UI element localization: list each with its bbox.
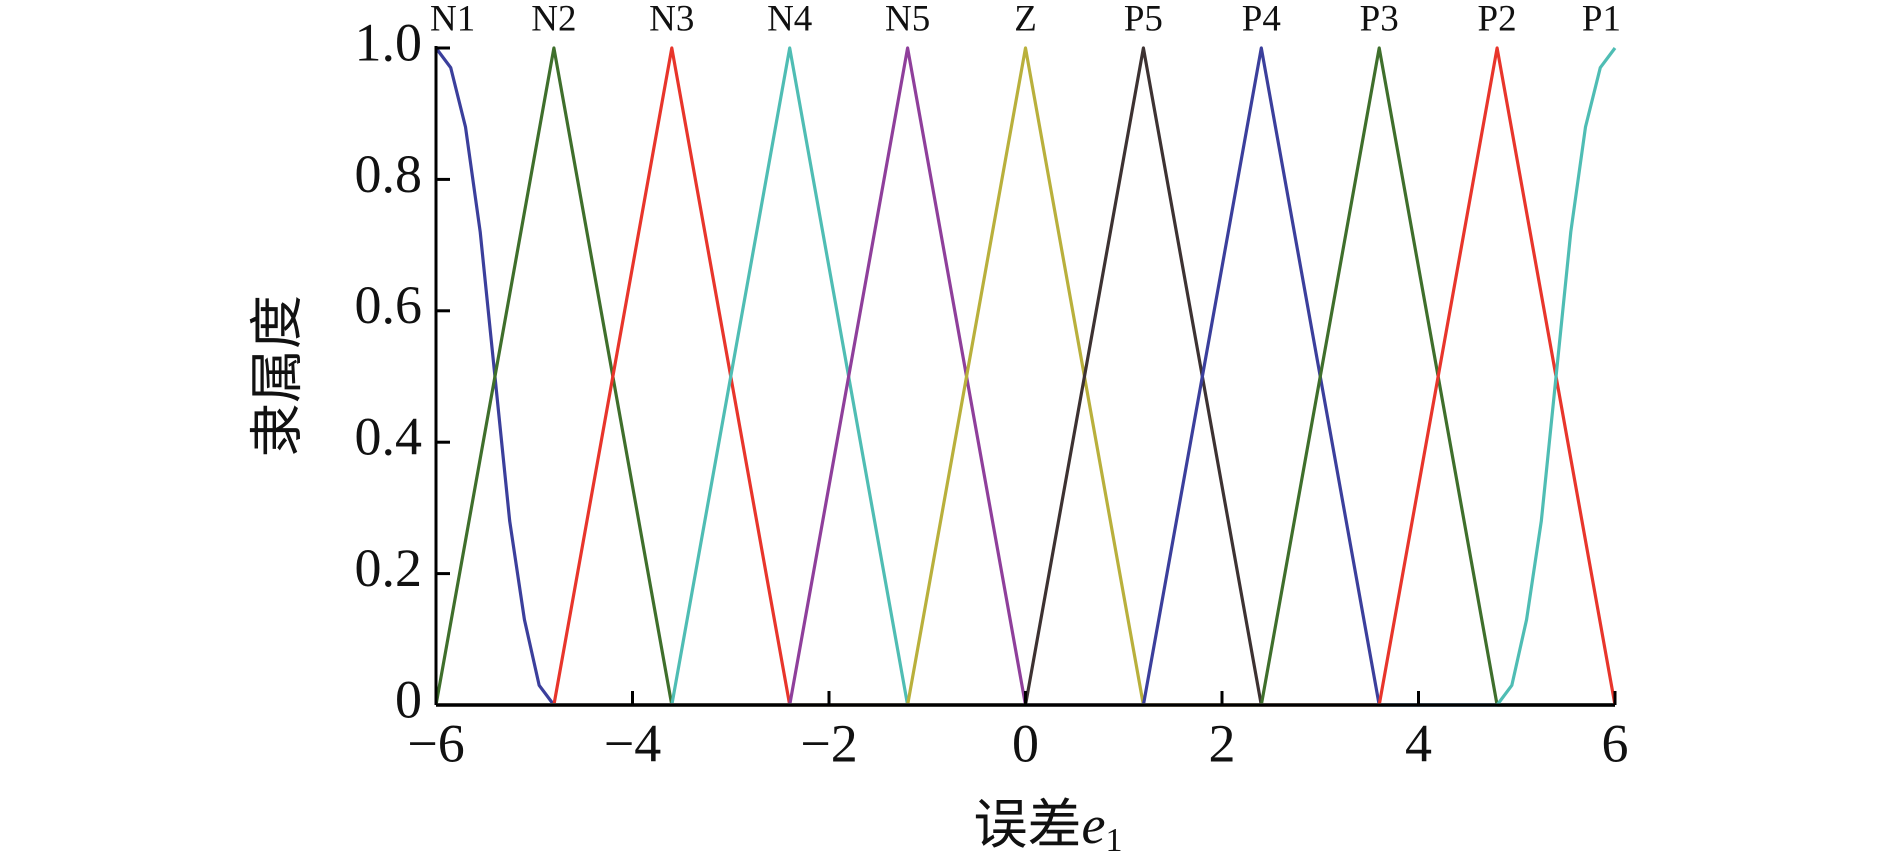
series-label: N1 [430,0,475,39]
series-label: P4 [1242,0,1281,39]
y-tick-label: 1.0 [355,12,423,72]
x-tick-label: 6 [1602,713,1629,773]
x-tick-label: −4 [604,713,661,773]
x-tick-label: 2 [1209,713,1236,773]
series-line [434,47,1615,707]
x-axis-label-sub: 1 [1105,822,1122,859]
y-tick-label: 0.6 [355,275,423,335]
series-label: P5 [1124,0,1163,39]
series-label: P1 [1582,0,1621,39]
y-tick-label: 0 [395,669,422,729]
y-axis-label: 隶属度 [247,295,307,457]
series-label: Z [1014,0,1037,39]
x-tick-label: 4 [1405,713,1432,773]
x-axis-label-text: 误差 [974,795,1082,855]
series-label: N3 [649,0,694,39]
series-label: N5 [885,0,930,39]
series-label: P2 [1478,0,1517,39]
x-axis-label: 误差e1 [974,795,1123,858]
x-tick-label: −6 [407,713,464,773]
y-tick-label: 0.2 [355,538,423,598]
x-tick-label: −2 [800,713,857,773]
series-label: P3 [1360,0,1399,39]
y-tick-label: 0.4 [355,407,423,467]
x-tick-label: 0 [1012,713,1039,773]
series-line [436,47,1617,707]
series-label: N4 [767,0,812,39]
series-label: N2 [531,0,576,39]
y-tick-label: 0.8 [355,144,423,204]
x-axis-label-var: e [1082,795,1106,855]
